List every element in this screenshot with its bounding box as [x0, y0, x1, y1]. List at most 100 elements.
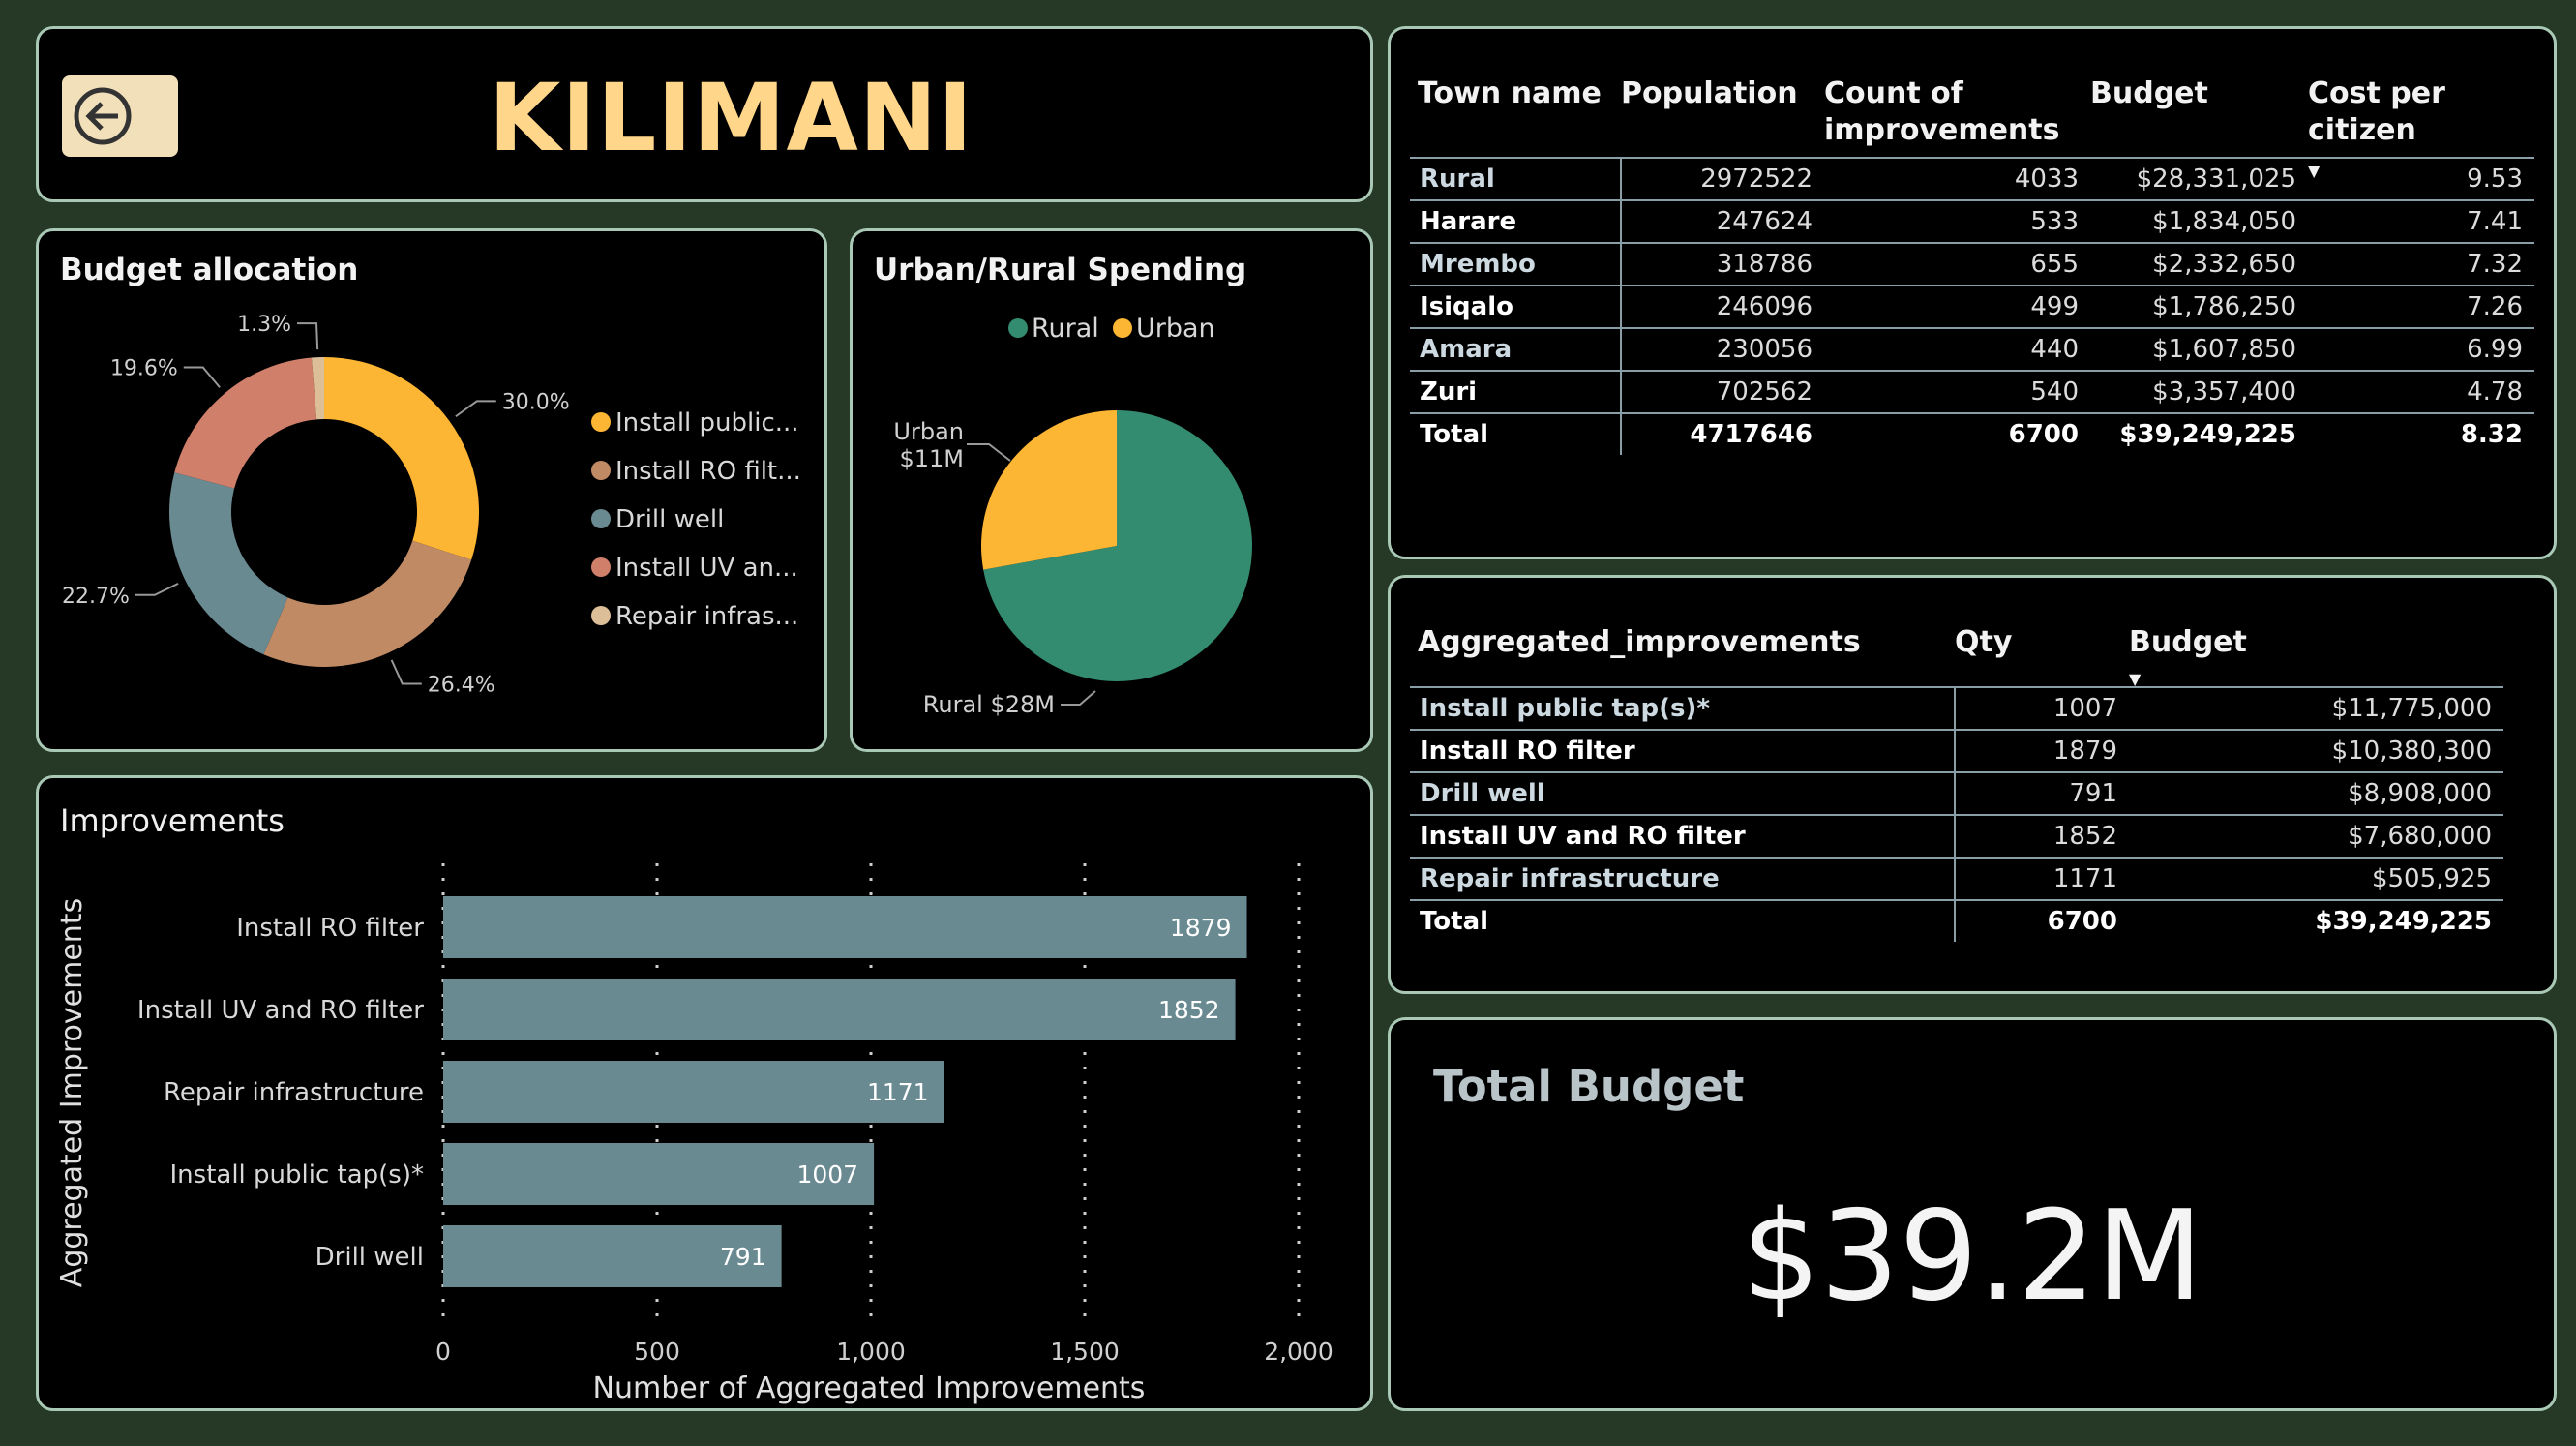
towns-table-panel: Town name Population Count of improvemen…	[1388, 26, 2557, 559]
legend-marker	[591, 412, 611, 432]
table-row[interactable]: Mrembo 318786 655 $2,332,650 7.32	[1410, 242, 2534, 286]
count-cell: 499	[1824, 285, 2090, 328]
population-cell: 2972522	[1621, 157, 1824, 200]
table-row[interactable]: Amara 230056 440 $1,607,850 6.99	[1410, 327, 2534, 371]
town-name-cell: Zuri	[1410, 370, 1622, 413]
pie-label-urban-line2: $11M	[899, 445, 964, 472]
legend-label[interactable]: Install RO filt...	[615, 457, 801, 486]
header-panel: KILIMANI	[36, 26, 1373, 202]
cost-cell: 4.78	[2308, 370, 2534, 413]
y-axis-title: Aggregated Improvements	[55, 898, 89, 1287]
aggregated-table: Aggregated_improvements Qty Budget ▼ Ins…	[1410, 624, 2503, 942]
col-agg-budget-label: Budget	[2129, 625, 2247, 659]
x-tick-label: 2,000	[1264, 1338, 1333, 1366]
table-row[interactable]: Isiqalo 246096 499 $1,786,250 7.26	[1410, 285, 2534, 328]
bar-value-label: 1852	[1158, 996, 1220, 1024]
table-row[interactable]: Install public tap(s)* 1007 $11,775,000	[1410, 686, 2503, 730]
x-tick-label: 0	[435, 1338, 451, 1366]
improvement-name-cell: Drill well	[1410, 771, 1956, 815]
count-cell: 6700	[1824, 412, 2090, 455]
budget-cell: $2,332,650	[2090, 242, 2308, 286]
x-tick-label: 1,500	[1050, 1338, 1120, 1366]
legend-label-urban[interactable]: Urban	[1136, 314, 1215, 344]
bar-value-label: 1007	[796, 1160, 858, 1189]
donut-leader-line	[455, 400, 496, 418]
qty-cell: 6700	[1955, 899, 2129, 942]
page-title: KILIMANI	[489, 64, 973, 172]
donut-leader-line	[390, 659, 422, 685]
donut-slice[interactable]	[174, 357, 317, 489]
bar[interactable]	[443, 1143, 875, 1205]
budget-allocation-title: Budget allocation	[60, 253, 359, 287]
legend-label[interactable]: Install public...	[615, 408, 799, 437]
y-category-label: Drill well	[315, 1243, 424, 1272]
improvement-name-cell: Repair infrastructure	[1410, 857, 1956, 900]
pie-leader-urban	[967, 443, 1011, 462]
aggregated-total-row[interactable]: Total 6700 $39,249,225	[1410, 899, 2503, 942]
donut-slice[interactable]	[324, 357, 479, 560]
improvement-name-cell: Install UV and RO filter	[1410, 814, 1956, 858]
budget-allocation-panel: Budget allocation 30.0% Install public...…	[36, 228, 827, 752]
donut-leader-line	[183, 366, 221, 388]
total-budget-value: $39.2M	[1741, 1185, 2203, 1329]
donut-slice[interactable]	[311, 357, 324, 420]
col-cost-per-citizen[interactable]: Cost per citizen ▼	[2308, 75, 2534, 180]
donut-slice[interactable]	[263, 540, 472, 667]
table-row[interactable]: Install RO filter 1879 $10,380,300	[1410, 729, 2503, 772]
bar[interactable]	[443, 1061, 944, 1123]
table-row[interactable]: Zuri 702562 540 $3,357,400 4.78	[1410, 370, 2534, 413]
population-cell: 702562	[1621, 370, 1824, 413]
aggregated-table-panel: Aggregated_improvements Qty Budget ▼ Ins…	[1388, 575, 2557, 994]
back-button[interactable]	[62, 75, 178, 157]
legend-marker	[591, 606, 611, 625]
urban-rural-panel: Urban/Rural Spending Rural Urban Rural $28…	[850, 228, 1373, 752]
bar-value-label: 1171	[867, 1078, 929, 1106]
bar-value-label: 1879	[1170, 914, 1232, 942]
table-row[interactable]: Drill well 791 $8,908,000	[1410, 771, 2503, 815]
col-population[interactable]: Population	[1621, 76, 1798, 110]
count-cell: 540	[1824, 370, 2090, 413]
towns-total-row[interactable]: Total 4717646 6700 $39,249,225 8.32	[1410, 412, 2534, 455]
table-row[interactable]: Rural 2972522 4033 $28,331,025 9.53	[1410, 157, 2534, 200]
agg-budget-cell: $39,249,225	[2129, 899, 2503, 942]
count-cell: 533	[1824, 199, 2090, 243]
improvement-name-cell: Install RO filter	[1410, 729, 1956, 772]
legend-label[interactable]: Install UV an...	[615, 554, 798, 583]
donut-percent-label: 22.7%	[62, 585, 130, 609]
town-name-cell: Total	[1410, 412, 1622, 455]
population-cell: 230056	[1621, 327, 1824, 371]
bar[interactable]	[443, 1225, 782, 1287]
count-cell: 655	[1824, 242, 2090, 286]
col-count[interactable]: Count of improvements	[1824, 75, 2090, 158]
pie-slice-rural[interactable]	[983, 410, 1252, 681]
legend-label-rural[interactable]: Rural	[1032, 314, 1099, 344]
col-town-name[interactable]: Town name	[1418, 76, 1602, 110]
agg-budget-cell: $10,380,300	[2129, 729, 2503, 772]
cost-cell: 7.26	[2308, 285, 2534, 328]
col-agg-budget[interactable]: Budget ▼	[2129, 624, 2503, 688]
legend-marker-urban	[1113, 318, 1132, 338]
urban-rural-title: Urban/Rural Spending	[874, 253, 1247, 287]
bar[interactable]	[443, 896, 1247, 958]
pie-slice-urban[interactable]	[981, 410, 1117, 570]
table-row[interactable]: Install UV and RO filter 1852 $7,680,000	[1410, 814, 2503, 858]
bar[interactable]	[443, 979, 1236, 1040]
legend-label[interactable]: Drill well	[615, 505, 724, 534]
budget-cell: $1,607,850	[2090, 327, 2308, 371]
y-category-label: Install public tap(s)*	[170, 1160, 425, 1190]
legend-label[interactable]: Repair infras...	[615, 602, 798, 631]
qty-cell: 1171	[1955, 857, 2129, 900]
legend-marker	[591, 557, 611, 577]
table-row[interactable]: Harare 247624 533 $1,834,050 7.41	[1410, 199, 2534, 243]
table-row[interactable]: Repair infrastructure 1171 $505,925	[1410, 857, 2503, 900]
qty-cell: 791	[1955, 771, 2129, 815]
col-aggregated-improvements[interactable]: Aggregated_improvements	[1418, 625, 1861, 659]
qty-cell: 1879	[1955, 729, 2129, 772]
col-qty[interactable]: Qty	[1955, 625, 2013, 659]
donut-percent-label: 19.6%	[110, 357, 178, 381]
x-axis-title: Number of Aggregated Improvements	[593, 1371, 1146, 1405]
donut-leader-line	[135, 583, 179, 596]
col-budget[interactable]: Budget	[2090, 76, 2208, 110]
donut-slice[interactable]	[168, 472, 288, 655]
